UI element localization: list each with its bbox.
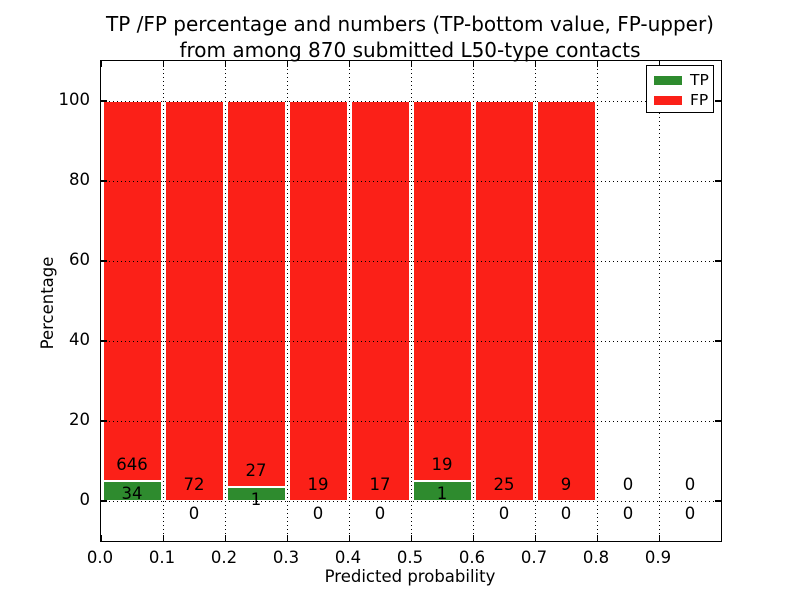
chart-title-line2: from among 870 submitted L50-type contac… [179,38,641,62]
fp-bar-segment [474,101,534,501]
fp-count-label: 19 [307,475,329,494]
x-tick-mark-top [100,61,102,67]
tp-count-label: 1 [250,489,262,509]
x-tick-label: 0.3 [272,548,300,567]
y-tick-mark [101,500,107,502]
tp-legend-label: TP [690,71,709,89]
x-tick-mark-top [472,61,474,67]
x-tick-label: 0.8 [582,548,610,567]
tp-count-label: 0 [312,503,324,523]
x-tick-mark-top [162,61,164,67]
x-gridline [472,61,474,541]
chart-title: TP /FP percentage and numbers (TP-bottom… [100,11,720,63]
y-tick-mark-right [715,100,721,102]
y-tick-mark-right [715,180,721,182]
tp-count-label: 0 [374,503,386,523]
y-tick-mark-right [715,340,721,342]
x-tick-mark [658,535,660,541]
y-tick-mark [101,100,107,102]
fp-bar-segment [164,101,224,501]
tp-count-label: 34 [121,483,143,503]
x-tick-label: 0.5 [396,548,424,567]
fp-bar-segment [412,101,472,481]
x-gridline [286,61,288,541]
plot-area: 646 34 72 0 27 1 19 0 17 0 19 1 25 0 9 0 0 0 0 0 [100,60,722,542]
x-axis-label: Predicted probability [324,567,496,586]
x-tick-label: 0.1 [148,548,176,567]
y-tick-mark [101,420,107,422]
x-tick-mark [162,535,164,541]
x-tick-label: 0.7 [520,548,548,567]
x-tick-mark-top [596,61,598,67]
x-tick-mark [534,535,536,541]
x-gridline [224,61,226,541]
x-tick-label: 0.6 [458,548,486,567]
fp-count-label: 25 [493,475,515,494]
y-tick-label: 40 [69,330,90,349]
fp-bar-segment [536,101,596,501]
tp-count-label: 0 [622,503,634,523]
fp-count-label: 27 [245,460,267,480]
y-tick-label: 60 [69,250,90,269]
x-tick-mark [472,535,474,541]
tp-count-label: 0 [560,503,572,523]
x-tick-mark [286,535,288,541]
tp-count-label: 0 [684,503,696,523]
x-tick-mark [100,535,102,541]
fp-count-label: 19 [431,455,453,474]
fp-count-label: 0 [684,475,696,494]
tp-count-label: 1 [436,483,448,503]
x-tick-mark [348,535,350,541]
x-tick-mark [596,535,598,541]
tp-count-label: 0 [188,503,200,523]
x-gridline [596,61,598,541]
y-tick-label: 100 [58,90,91,109]
fp-count-label: 0 [622,475,634,494]
tp-legend-swatch [654,75,682,85]
y-tick-mark-right [715,420,721,422]
x-tick-mark [410,535,412,541]
x-gridline [410,61,412,541]
x-tick-mark-top [286,61,288,67]
x-tick-label: 0.4 [334,548,362,567]
x-tick-label: 0.0 [86,548,114,567]
fp-bar-segment [288,101,348,501]
y-tick-mark-right [715,260,721,262]
x-tick-mark-top [658,61,660,67]
fp-bar-segment [350,101,410,501]
x-gridline [658,61,660,541]
tp-bar-segment [226,486,286,501]
y-tick-label: 80 [69,170,90,189]
y-tick-label: 0 [79,490,91,509]
y-tick-mark [101,340,107,342]
fp-bar-segment [102,101,162,481]
fp-count-label: 9 [560,475,572,494]
x-tick-label: 0.2 [210,548,238,567]
y-tick-mark-right [715,500,721,502]
y-tick-mark [101,260,107,262]
x-tick-mark-top [224,61,226,67]
legend-row-fp: FP [654,90,713,110]
x-tick-mark [224,535,226,541]
fp-legend-swatch [654,95,682,105]
fp-bar-segment [226,101,286,487]
fp-count-label: 72 [183,475,205,494]
y-tick-label: 20 [69,410,90,429]
y-tick-mark [101,180,107,182]
fp-count-label: 17 [369,475,391,494]
x-tick-mark-top [534,61,536,67]
x-gridline [534,61,536,541]
chart-title-line1: TP /FP percentage and numbers (TP-bottom… [106,12,714,36]
legend-row-tp: TP [654,70,713,90]
tp-count-label: 0 [498,503,510,523]
x-tick-label: 0.9 [644,548,672,567]
legend: TP FP [646,65,714,113]
x-tick-mark-top [410,61,412,67]
x-gridline [162,61,164,541]
fp-legend-label: FP [690,91,709,109]
x-gridline [348,61,350,541]
fp-count-label: 646 [116,455,148,474]
x-tick-mark-top [348,61,350,67]
